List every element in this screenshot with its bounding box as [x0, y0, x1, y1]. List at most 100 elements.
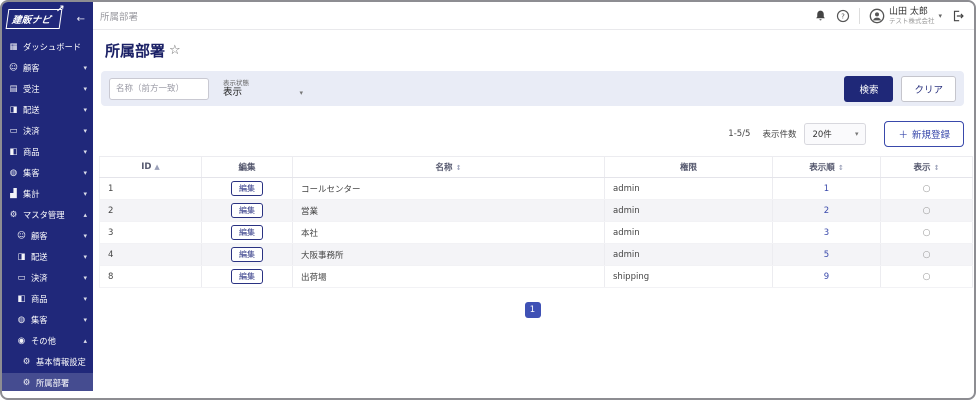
dashboard-icon: ▦	[9, 42, 18, 52]
sidebar-item-basic-info-settings[interactable]: ⚙ 基本情報設定	[2, 352, 93, 373]
table-row: 3 編集 本社 admin 3 ○	[99, 221, 973, 244]
create-new-button[interactable]: ＋ 新規登録	[884, 121, 964, 147]
per-page-select[interactable]: 20件 ▾	[804, 123, 867, 145]
sidebar-item-orders[interactable]: ▤ 受注 ▾	[2, 79, 93, 100]
delivery-icon: ◨	[9, 105, 18, 115]
cell-id: 2	[99, 199, 202, 222]
sidebar-item-label: マスタ管理	[23, 210, 65, 220]
sidebar-item-dashboard[interactable]: ▦ ダッシュボード	[2, 37, 93, 58]
page-title-text: 所属部署	[105, 42, 166, 60]
topbar-divider	[858, 7, 860, 24]
products-icon: ◧	[9, 147, 18, 157]
sidebar-item-master-marketing[interactable]: ◍ 集客 ▾	[2, 310, 93, 331]
sidebar-item-label: 決済	[31, 273, 48, 283]
cell-order: 3	[772, 221, 881, 244]
search-button[interactable]: 検索	[844, 75, 894, 102]
products-icon: ◧	[17, 294, 26, 304]
sidebar-item-label: 顧客	[31, 231, 48, 241]
chevron-down-icon: ▾	[83, 295, 87, 303]
sidebar-item-customers[interactable]: ☺ 顧客 ▾	[2, 58, 93, 79]
sidebar-item-delivery[interactable]: ◨ 配送 ▾	[2, 100, 93, 121]
plus-icon: ＋	[898, 130, 908, 141]
marketing-icon: ◍	[9, 168, 18, 178]
help-icon[interactable]: ?	[836, 9, 850, 23]
chevron-down-icon: ▾	[83, 316, 87, 324]
cell-order: 5	[772, 243, 881, 266]
cell-name: 大阪事務所	[292, 243, 605, 266]
cell-visible: ○	[880, 221, 973, 244]
name-search-input[interactable]	[109, 77, 209, 100]
edit-button[interactable]: 編集	[231, 225, 263, 240]
sidebar-item-master[interactable]: ⚙ マスタ管理 ▴	[2, 205, 93, 226]
per-page-label: 表示件数	[762, 130, 797, 140]
chevron-down-icon: ▾	[83, 169, 87, 177]
create-new-label: 新規登録	[911, 130, 950, 141]
gear-icon: ⚙	[9, 210, 18, 220]
user-menu[interactable]: 山田 太郎 テスト株式会社 ▾	[869, 7, 942, 25]
sidebar-item-label: 集計	[23, 189, 40, 199]
logout-button[interactable]	[951, 9, 965, 23]
sort-asc-icon: ▲	[154, 163, 160, 171]
sidebar-item-master-customers[interactable]: ☺ 顧客 ▾	[2, 226, 93, 247]
cell-name: 出荷場	[292, 265, 605, 288]
column-header-role: 権限	[604, 156, 773, 178]
chevron-up-icon: ▴	[83, 337, 87, 345]
sidebar-item-payment[interactable]: ▭ 決済 ▾	[2, 121, 93, 142]
favorite-star-icon[interactable]: ☆	[169, 43, 181, 58]
table-row: 2 編集 営業 admin 2 ○	[99, 199, 973, 222]
chevron-down-icon: ▾	[83, 232, 87, 240]
sidebar: 建販ナビ ↗ ← ▦ ダッシュボード ☺ 顧客 ▾ ▤ 受注 ▾ ◨ 配送 ▾ ▭…	[2, 2, 93, 391]
sidebar-item-products[interactable]: ◧ 商品 ▾	[2, 142, 93, 163]
display-status-label: 表示状態	[223, 78, 249, 87]
per-page-value: 20件	[812, 130, 832, 140]
sidebar-item-marketing[interactable]: ◍ 集客 ▾	[2, 163, 93, 184]
edit-button[interactable]: 編集	[231, 203, 263, 218]
sidebar-item-master-other[interactable]: ◉ その他 ▴	[2, 331, 93, 352]
filter-panel: 表示状態 表示 ▾ 検索 クリア	[101, 71, 964, 106]
gear-icon: ⚙	[22, 357, 31, 367]
edit-button[interactable]: 編集	[231, 247, 263, 262]
cell-visible: ○	[880, 265, 973, 288]
column-header-id[interactable]: ID ▲	[99, 156, 202, 178]
pagination-page-1[interactable]: 1	[524, 302, 541, 318]
sidebar-item-label: 顧客	[23, 63, 40, 73]
edit-button[interactable]: 編集	[231, 181, 263, 196]
sidebar-item-master-products[interactable]: ◧ 商品 ▾	[2, 289, 93, 310]
column-header-edit: 編集	[201, 156, 293, 178]
column-header-order[interactable]: 表示順 ↕	[772, 156, 881, 178]
table-row: 1 編集 コールセンター admin 1 ○	[99, 177, 973, 200]
sort-icon: ↕	[837, 164, 844, 172]
edit-button[interactable]: 編集	[231, 269, 263, 284]
sidebar-item-department[interactable]: ⚙ 所属部署	[2, 373, 93, 391]
payment-icon: ▭	[17, 273, 26, 283]
sidebar-item-master-payment[interactable]: ▭ 決済 ▾	[2, 268, 93, 289]
sidebar-item-label: 所属部署	[36, 378, 70, 388]
page-title: 所属部署 ☆	[105, 40, 966, 61]
orders-icon: ▤	[9, 84, 18, 94]
cell-name: コールセンター	[292, 177, 605, 200]
sidebar-item-label: 基本情報設定	[36, 357, 86, 367]
cell-order: 9	[772, 265, 881, 288]
app-logo: 建販ナビ ↗	[5, 4, 65, 29]
breadcrumb: 所属部署	[100, 11, 139, 23]
chevron-down-icon: ▾	[83, 253, 87, 261]
bell-icon[interactable]	[814, 9, 827, 22]
sidebar-collapse-icon[interactable]: ←	[76, 13, 85, 25]
display-status-select[interactable]: 表示状態 表示 ▾	[223, 79, 303, 99]
chevron-down-icon: ▾	[83, 64, 87, 72]
sidebar-item-analytics[interactable]: ▟ 集計 ▾	[2, 184, 93, 205]
sidebar-item-label: ダッシュボード	[23, 42, 82, 52]
cell-id: 4	[99, 243, 202, 266]
svg-text:?: ?	[841, 12, 845, 20]
column-header-name[interactable]: 名称 ↕	[292, 156, 605, 178]
cell-id: 3	[99, 221, 202, 244]
result-range: 1-5/5	[728, 129, 751, 139]
cell-id: 8	[99, 265, 202, 288]
sidebar-item-master-delivery[interactable]: ◨ 配送 ▾	[2, 247, 93, 268]
customers-icon: ☺	[17, 231, 26, 241]
clear-button[interactable]: クリア	[901, 75, 956, 102]
chevron-down-icon: ▾	[83, 85, 87, 93]
cell-name: 営業	[292, 199, 605, 222]
column-header-visible[interactable]: 表示 ↕	[880, 156, 973, 178]
chevron-down-icon: ▾	[83, 127, 87, 135]
